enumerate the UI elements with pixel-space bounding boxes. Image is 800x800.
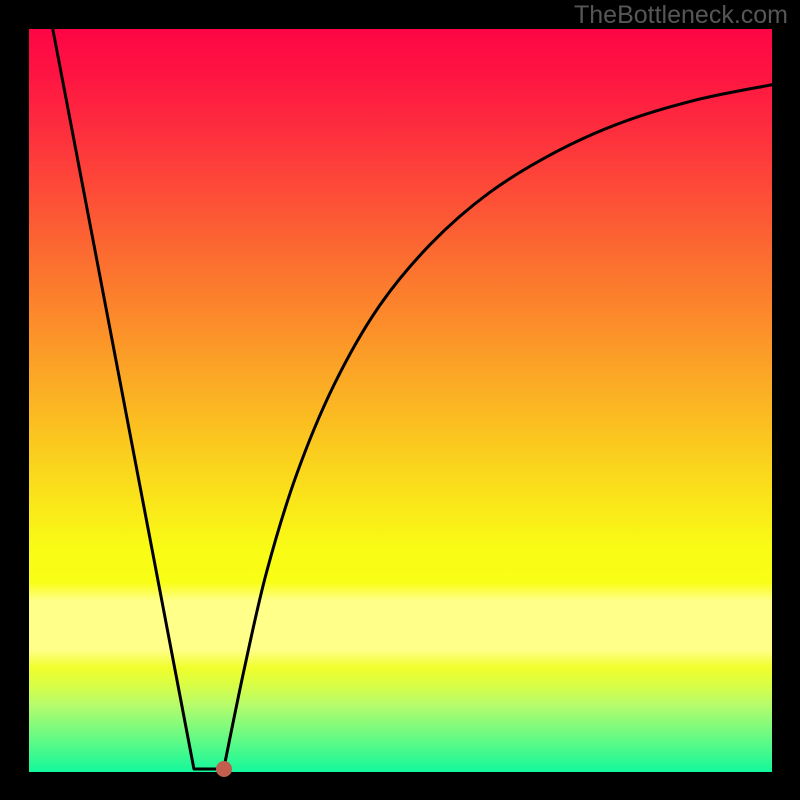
plot-area bbox=[29, 29, 772, 772]
chart-canvas: TheBottleneck.com bbox=[0, 0, 800, 800]
bottleneck-curve bbox=[29, 29, 772, 772]
minimum-marker bbox=[216, 761, 232, 777]
watermark-text: TheBottleneck.com bbox=[574, 1, 788, 30]
